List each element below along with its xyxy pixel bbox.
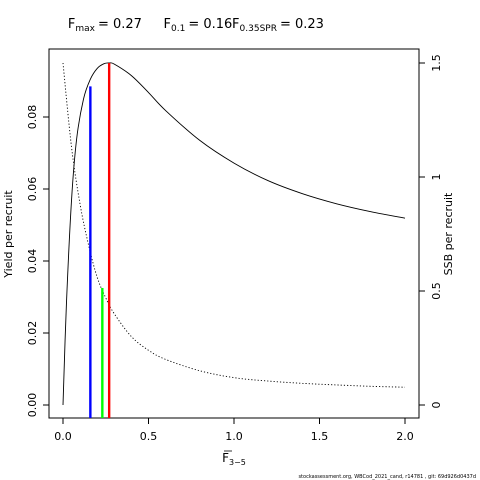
title-f01-symbol: F: [164, 17, 171, 32]
x-axis-label-sub: 3−5: [229, 458, 246, 467]
y-left-tick-label: 0.04: [26, 249, 39, 274]
axes: 0.0 0.5 1.0 1.5 2.0 0.00 0.02 0.04 0.06 0.08 0 0.5 1…: [26, 54, 443, 443]
y-axis-label-right: SSB per recruit: [442, 192, 455, 275]
y-right-tick-label: 1: [430, 174, 443, 181]
y-axis-label-left: Yield per recruit: [2, 190, 15, 279]
title-fspr-sub: 0.35SPR: [240, 24, 277, 34]
title-fspr-value: = 0.23: [280, 17, 324, 32]
title-fmax-sub: max: [75, 24, 95, 34]
title-f01-sub: 0.1: [171, 24, 185, 34]
x-tick-label: 1.0: [225, 430, 243, 443]
yield-per-recruit-line: [62, 62, 406, 406]
chart-title: Fmax = 0.27 F0.1 = 0.16 F0.35SPR = 0.23: [68, 17, 324, 34]
title-fspr-symbol: F: [232, 17, 239, 32]
y-right-tick-label: 0.5: [430, 282, 443, 300]
ssb-per-recruit-line: [62, 62, 406, 388]
y-left-tick-label: 0.00: [26, 393, 39, 418]
x-tick-label: 1.5: [311, 430, 329, 443]
title-f01-value: = 0.16: [188, 17, 232, 32]
y-right-tick-label: 1.5: [430, 54, 443, 72]
y-left-tick-label: 0.02: [26, 321, 39, 346]
x-tick-label: 0.5: [140, 430, 158, 443]
x-tick-label: 0.0: [54, 430, 72, 443]
plot-frame: [48, 48, 420, 419]
x-axis-label: F3−5: [222, 451, 246, 467]
x-tick-label: 2.0: [396, 430, 414, 443]
footer-credit: stockassessment.org, WBCod_2021_cand, r1…: [298, 474, 476, 480]
y-left-tick-label: 0.08: [26, 105, 39, 130]
title-fmax-symbol: F: [68, 17, 75, 32]
reference-lines: [89, 63, 111, 418]
series-layer: [62, 62, 406, 406]
x-axis-label-symbol: F: [222, 451, 229, 465]
y-left-tick-label: 0.06: [26, 177, 39, 202]
y-right-tick-label: 0: [430, 402, 443, 409]
title-fmax-value: = 0.27: [98, 17, 142, 32]
